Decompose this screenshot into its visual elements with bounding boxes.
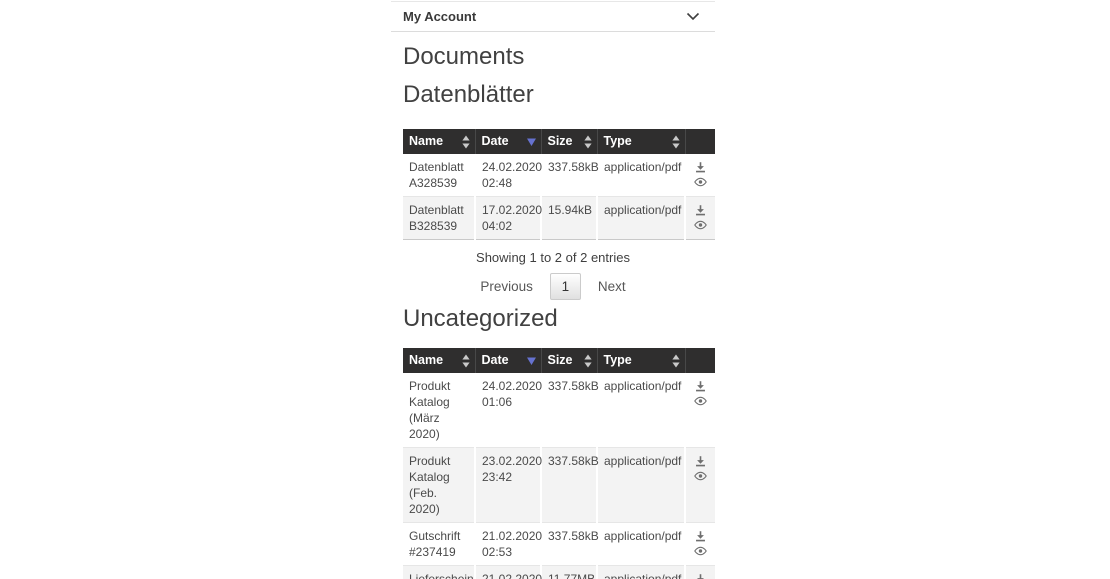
table-row: Produkt Katalog (März 2020) 24.02.2020 0… [403,373,715,448]
table-row: Gutschrift #237419 21.02.2020 02:53 337.… [403,522,715,566]
view-button[interactable] [694,396,708,406]
cell-actions [684,565,715,579]
column-header-name[interactable]: Name [403,129,475,154]
download-button[interactable] [694,455,708,468]
cell-date: 21.02.2020 02:53 [474,522,542,566]
cell-date: 24.02.2020 02:48 [474,154,542,197]
pagination: Previous 1 Next [391,273,715,300]
pagination-current-page[interactable]: 1 [549,273,581,300]
view-button[interactable] [694,471,708,481]
table-row: Lieferschein #237419 21.02.2020 02:37 11… [403,565,715,579]
cell-name: Lieferschein #237419 [403,565,475,579]
cell-size: 337.58kB [540,522,599,566]
cell-name: Datenblatt B328539 [403,196,475,240]
download-button[interactable] [694,204,708,217]
cell-type: application/pdf [596,373,685,448]
cell-size: 15.94kB [540,196,597,240]
sort-desc-icon [526,357,536,365]
column-header-type[interactable]: Type [596,348,685,373]
table-row: Produkt Katalog (Feb. 2020) 23.02.2020 2… [403,447,715,523]
download-button[interactable] [694,573,708,579]
my-account-label: My Account [403,9,477,24]
column-header-type[interactable]: Type [596,129,685,154]
cell-actions [684,447,715,523]
view-button[interactable] [694,177,708,187]
table-header-row: Name Date Size Type [403,129,715,154]
content-column: My Account Documents Datenblätter Name D… [391,1,715,579]
view-button[interactable] [694,220,708,230]
cell-name: Gutschrift #237419 [403,522,475,566]
view-button[interactable] [694,546,708,556]
sort-both-icon [671,135,680,148]
column-header-actions [684,348,715,373]
column-header-name[interactable]: Name [403,348,475,373]
sort-both-icon [671,354,680,367]
pagination-previous[interactable]: Previous [480,279,533,294]
column-header-date[interactable]: Date [474,348,541,373]
cell-actions [684,154,715,197]
download-icon [696,381,705,392]
uncategorized-table: Name Date Size Type Produkt Katalog (Mär… [403,348,715,579]
cell-size: 337.58kB [540,373,599,448]
download-button[interactable] [694,380,708,393]
entries-summary: Showing 1 to 2 of 2 entries [476,250,630,265]
column-header-actions [684,129,715,154]
column-header-size[interactable]: Size [540,129,597,154]
sort-desc-icon [526,138,536,146]
chevron-down-icon [686,12,700,21]
cell-size: 337.58kB [540,447,599,523]
sort-both-icon [583,135,592,148]
cell-name: Datenblatt A328539 [403,154,475,197]
eye-icon [694,177,707,187]
column-header-date[interactable]: Date [474,129,541,154]
section-heading-datenblaetter: Datenblätter [403,81,534,108]
pagination-next[interactable]: Next [597,279,626,294]
cell-date: 17.02.2020 04:02 [474,196,542,240]
download-button[interactable] [694,530,708,543]
cell-type: application/pdf [596,154,685,197]
sort-both-icon [583,354,592,367]
download-icon [696,205,705,216]
cell-type: application/pdf [596,565,685,579]
cell-size: 11.77MB [540,565,597,579]
table-row: Datenblatt B328539 17.02.2020 04:02 15.9… [403,196,715,240]
download-icon [696,456,705,467]
sort-both-icon [461,354,470,367]
cell-actions [684,522,715,566]
cell-type: application/pdf [596,196,685,240]
eye-icon [694,220,707,230]
cell-actions [684,373,715,448]
eye-icon [694,471,707,481]
cell-name: Produkt Katalog (Feb. 2020) [403,447,475,523]
download-button[interactable] [694,161,708,174]
section-heading-uncategorized: Uncategorized [403,305,558,332]
sort-both-icon [461,135,470,148]
cell-date: 21.02.2020 02:37 [474,565,542,579]
cell-size: 337.58kB [540,154,599,197]
cell-date: 23.02.2020 23:42 [474,447,542,523]
eye-icon [694,546,707,556]
cell-type: application/pdf [596,447,685,523]
column-header-size[interactable]: Size [540,348,597,373]
cell-name: Produkt Katalog (März 2020) [403,373,475,448]
download-icon [696,162,705,173]
cell-actions [684,196,715,240]
cell-type: application/pdf [596,522,685,566]
my-account-accordion[interactable]: My Account [391,1,715,32]
cell-date: 24.02.2020 01:06 [474,373,542,448]
datenblaetter-table: Name Date Size Type Datenblatt A328539 2… [403,129,715,240]
download-icon [696,531,705,542]
table-row: Datenblatt A328539 24.02.2020 02:48 337.… [403,154,715,197]
table-header-row: Name Date Size Type [403,348,715,373]
download-icon [697,574,704,579]
eye-icon [694,396,707,406]
page-title: Documents [403,43,525,70]
